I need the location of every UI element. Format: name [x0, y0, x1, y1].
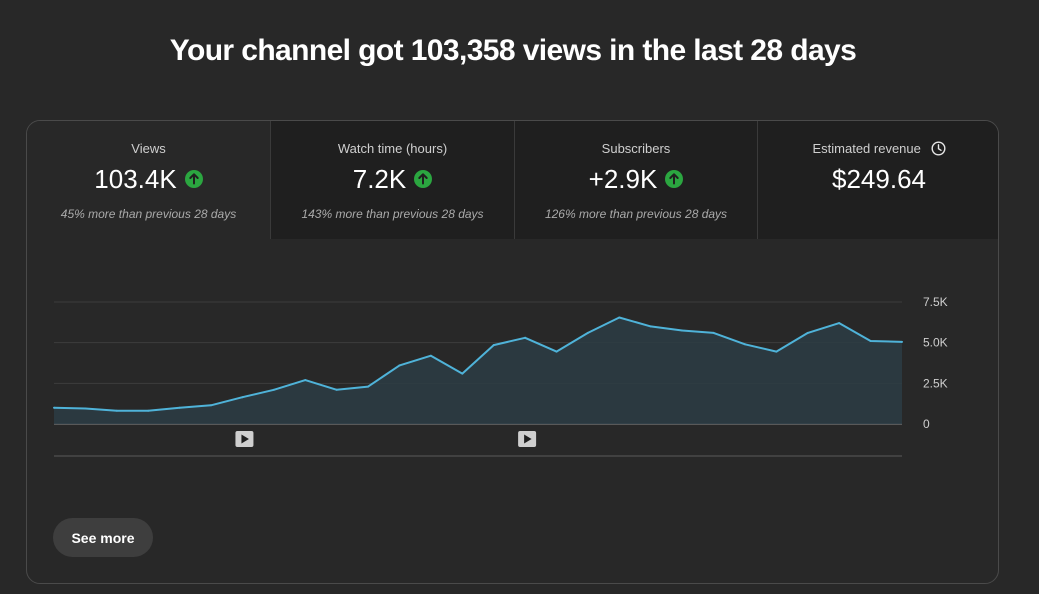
- data-point: [806, 331, 809, 334]
- data-point: [84, 407, 87, 410]
- metric-value-row: $249.64: [758, 163, 998, 194]
- metric-label: Watch time (hours): [337, 141, 448, 156]
- play-icon: [235, 431, 254, 447]
- y-tick-label: 7.5K: [923, 295, 948, 309]
- tab-estimated-revenue[interactable]: Estimated revenue $249.64: [757, 121, 998, 239]
- metric-label-row: Estimated revenue: [758, 141, 998, 157]
- data-point: [178, 406, 181, 409]
- data-point: [618, 316, 621, 319]
- y-tick-label: 0: [923, 417, 930, 431]
- page-title: Your channel got 103,358 views in the la…: [169, 34, 857, 67]
- metric-value-row: 103.4K: [27, 164, 270, 194]
- arrow-up-icon: [184, 170, 203, 188]
- metric-note: 126% more than previous 28 days: [544, 207, 728, 221]
- data-point: [744, 343, 746, 346]
- data-point: [524, 336, 527, 339]
- data-point: [712, 331, 715, 334]
- play-icon: [518, 431, 537, 447]
- data-point: [681, 329, 684, 332]
- arrow-up-icon: [414, 170, 433, 188]
- metric-value-row: +2.9K: [515, 164, 757, 194]
- metric-value: $249.64: [832, 163, 926, 194]
- metric-note: 143% more than previous 28 days: [301, 207, 484, 221]
- metric-value-row: 7.2K: [271, 164, 514, 194]
- views-chart: 02.5K5.0K7.5KJun 12, 20...Jun 17, 2024Ju…: [53, 295, 948, 457]
- area-fill: [54, 317, 902, 424]
- metric-label: Views: [131, 141, 166, 156]
- views-line: [53, 316, 903, 412]
- data-point: [367, 385, 370, 388]
- metric-tabs: Views 103.4K 45% more than previous 28 d…: [27, 121, 998, 239]
- data-point: [335, 388, 338, 391]
- clock-icon: [931, 141, 946, 156]
- data-point: [115, 409, 118, 412]
- data-point: [869, 340, 872, 342]
- data-point: [461, 372, 464, 375]
- data-point: [901, 340, 903, 343]
- data-point: [838, 322, 841, 325]
- tab-views[interactable]: Views 103.4K 45% more than previous 28 d…: [27, 121, 270, 239]
- tab-subscribers[interactable]: Subscribers +2.9K 126% more than previou…: [514, 121, 757, 239]
- see-more-button[interactable]: See more: [53, 518, 153, 557]
- data-point: [241, 396, 244, 399]
- data-point: [398, 364, 401, 367]
- data-point: [429, 354, 432, 357]
- data-point: [775, 350, 778, 353]
- analytics-card: Views 103.4K 45% more than previous 28 d…: [26, 120, 999, 584]
- data-point: [272, 388, 275, 391]
- data-point: [649, 325, 652, 328]
- metric-value: 103.4K: [94, 163, 177, 194]
- data-point: [492, 344, 495, 347]
- tab-watch-time[interactable]: Watch time (hours) 7.2K 143% more than p…: [270, 121, 514, 239]
- metric-note: 45% more than previous 28 days: [60, 207, 237, 221]
- y-tick-label: 2.5K: [923, 376, 948, 390]
- play-icon-glyph: [241, 434, 249, 444]
- data-point: [586, 331, 589, 334]
- arrow-up-icon: [665, 170, 684, 188]
- data-point: [304, 379, 307, 382]
- metric-value: 7.2K: [352, 163, 407, 194]
- data-point: [210, 404, 212, 407]
- metric-value: +2.9K: [588, 163, 658, 194]
- data-point: [147, 409, 150, 412]
- metric-label: Subscribers: [601, 141, 671, 156]
- data-point: [53, 406, 55, 409]
- y-tick-label: 5.0K: [923, 336, 948, 350]
- data-point: [555, 350, 558, 353]
- play-icon-glyph: [524, 434, 532, 444]
- metric-label: Estimated revenue: [812, 141, 921, 156]
